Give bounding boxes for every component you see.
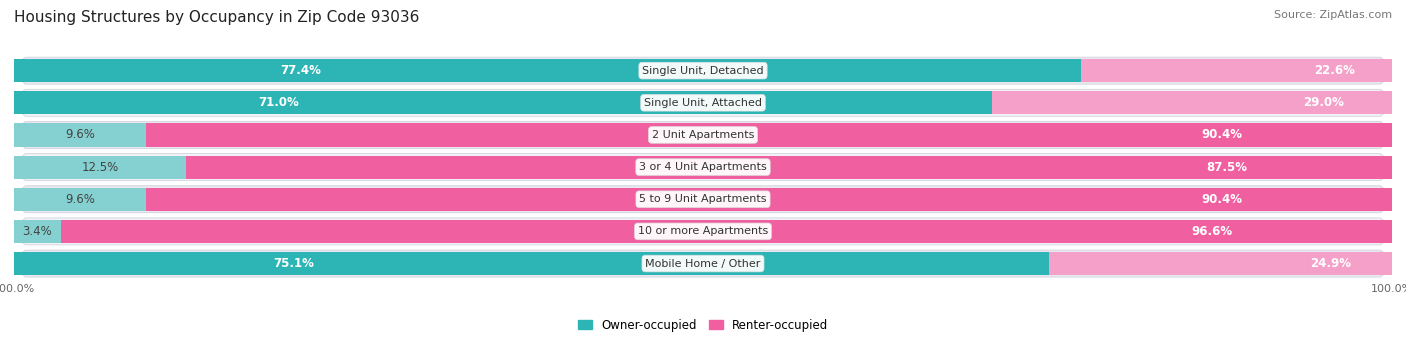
Bar <box>146 123 1392 147</box>
Text: Mobile Home / Other: Mobile Home / Other <box>645 258 761 269</box>
Bar <box>14 155 186 179</box>
Bar <box>186 155 1392 179</box>
Legend: Owner-occupied, Renter-occupied: Owner-occupied, Renter-occupied <box>572 314 834 337</box>
FancyBboxPatch shape <box>21 250 1385 277</box>
FancyBboxPatch shape <box>21 57 1385 84</box>
Text: 24.9%: 24.9% <box>1310 257 1351 270</box>
Bar <box>14 59 1081 82</box>
Text: 77.4%: 77.4% <box>281 64 322 77</box>
Text: 3.4%: 3.4% <box>22 225 52 238</box>
Text: 71.0%: 71.0% <box>259 96 299 109</box>
Text: 29.0%: 29.0% <box>1303 96 1344 109</box>
Text: 12.5%: 12.5% <box>82 161 118 174</box>
Bar <box>993 91 1392 114</box>
Bar <box>14 91 993 114</box>
Text: 96.6%: 96.6% <box>1191 225 1232 238</box>
Text: Single Unit, Attached: Single Unit, Attached <box>644 98 762 108</box>
Text: 22.6%: 22.6% <box>1313 64 1354 77</box>
Text: 9.6%: 9.6% <box>65 129 96 142</box>
Text: 9.6%: 9.6% <box>65 193 96 206</box>
Bar <box>14 123 146 147</box>
FancyBboxPatch shape <box>21 186 1385 213</box>
Text: Housing Structures by Occupancy in Zip Code 93036: Housing Structures by Occupancy in Zip C… <box>14 10 419 25</box>
Text: 10 or more Apartments: 10 or more Apartments <box>638 226 768 236</box>
FancyBboxPatch shape <box>21 218 1385 245</box>
Text: 2 Unit Apartments: 2 Unit Apartments <box>652 130 754 140</box>
Bar <box>1049 252 1392 275</box>
Text: Single Unit, Detached: Single Unit, Detached <box>643 65 763 76</box>
Text: Source: ZipAtlas.com: Source: ZipAtlas.com <box>1274 10 1392 20</box>
Bar <box>1081 59 1392 82</box>
Bar <box>60 220 1392 243</box>
FancyBboxPatch shape <box>21 89 1385 116</box>
Text: 90.4%: 90.4% <box>1202 129 1243 142</box>
Text: 3 or 4 Unit Apartments: 3 or 4 Unit Apartments <box>640 162 766 172</box>
Bar <box>14 220 60 243</box>
FancyBboxPatch shape <box>21 121 1385 148</box>
Text: 5 to 9 Unit Apartments: 5 to 9 Unit Apartments <box>640 194 766 204</box>
Text: 75.1%: 75.1% <box>273 257 314 270</box>
Bar <box>14 252 1049 275</box>
Text: 87.5%: 87.5% <box>1206 161 1247 174</box>
FancyBboxPatch shape <box>21 153 1385 181</box>
Text: 90.4%: 90.4% <box>1202 193 1243 206</box>
Bar <box>14 188 146 211</box>
Bar <box>146 188 1392 211</box>
